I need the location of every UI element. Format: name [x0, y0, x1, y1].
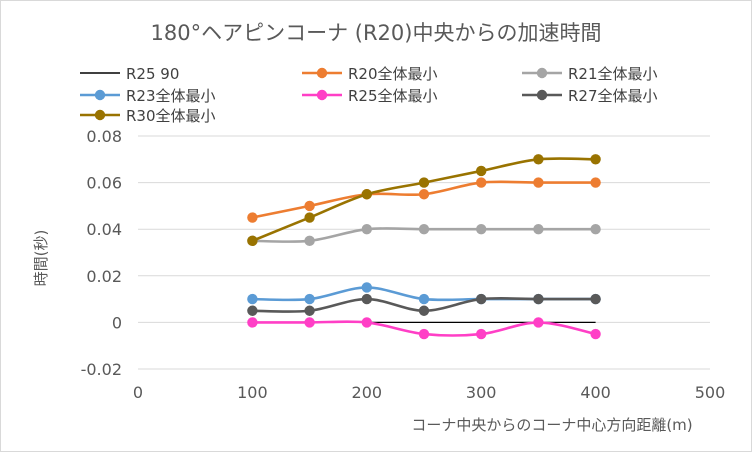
data-point [418, 189, 430, 200]
series-5 [247, 293, 601, 316]
y-tick-label: 0.04 [86, 220, 122, 239]
y-tick-label: 0.06 [86, 174, 122, 193]
legend-item: R21全体最小 [522, 65, 658, 83]
legend-label: R27全体最小 [568, 87, 658, 105]
legend-swatch-marker [536, 89, 548, 101]
legend-swatch-marker [536, 67, 548, 79]
data-point [533, 177, 544, 188]
y-tick-label: -0.02 [81, 360, 122, 379]
legend-label: R20全体最小 [348, 65, 438, 83]
data-point [418, 293, 430, 305]
x-tick-label: 300 [466, 383, 497, 402]
y-tick-label: 0.02 [86, 267, 122, 286]
x-tick-label: 0 [133, 383, 143, 402]
y-axis-title: 時間(秒) [32, 230, 50, 287]
data-point [590, 293, 601, 305]
y-axis-ticks: -0.02 0 0.02 0.04 0.06 0.08 [81, 127, 122, 379]
data-point [418, 328, 430, 340]
data-point [247, 235, 258, 247]
y-tick-label: 0.08 [86, 127, 122, 146]
data-point [304, 305, 315, 316]
legend-swatch-marker [316, 67, 328, 79]
y-tick-label: 0 [112, 313, 122, 332]
x-tick-label: 200 [352, 383, 383, 402]
data-point [418, 177, 430, 188]
data-point [247, 317, 258, 328]
data-point [418, 224, 430, 235]
data-point [476, 293, 487, 305]
data-point [590, 154, 601, 165]
x-tick-label: 100 [237, 383, 268, 402]
series-3 [247, 282, 601, 305]
chart-title: 180°ヘアピンコーナ (R20)中央からの加速時間 [151, 21, 602, 45]
data-point [476, 328, 487, 340]
legend-item: R25全体最小 [302, 87, 438, 105]
data-point [304, 235, 315, 247]
legend: R25 90 R20全体最小 R21全体最小 R23全体最小 R25全体最小 R27全体最… [80, 65, 658, 125]
data-point [533, 154, 544, 165]
data-point [476, 165, 487, 177]
legend-swatch-marker [94, 109, 106, 121]
x-axis-ticks: 0 100 200 300 400 500 [133, 383, 725, 402]
series-4 [247, 317, 601, 340]
data-point [361, 317, 372, 328]
legend-label: R30全体最小 [126, 107, 216, 125]
data-point [304, 200, 315, 212]
data-point [304, 317, 315, 328]
x-tick-label: 500 [695, 383, 726, 402]
data-point [476, 177, 487, 188]
data-point [476, 224, 487, 235]
data-point [247, 212, 258, 223]
data-point [361, 224, 372, 235]
x-tick-label: 400 [580, 383, 611, 402]
legend-label: R25 90 [126, 65, 179, 83]
x-axis-title: コーナ中央からのコーナ中心方向距離(m) [411, 416, 692, 434]
data-point [590, 224, 601, 235]
series-layer [247, 154, 601, 340]
series-2 [247, 224, 601, 247]
data-point [247, 293, 258, 305]
data-point [247, 305, 258, 316]
legend-item: R25 90 [80, 65, 179, 83]
data-point [590, 328, 601, 340]
legend-swatch-marker [316, 89, 328, 101]
legend-item: R23全体最小 [80, 87, 216, 105]
data-point [361, 189, 372, 200]
legend-label: R21全体最小 [568, 65, 658, 83]
legend-item: R27全体最小 [522, 87, 658, 105]
grid-lines [138, 135, 710, 370]
data-point [418, 305, 430, 316]
legend-swatch-marker [94, 89, 106, 101]
data-point [304, 212, 315, 223]
legend-item: R20全体最小 [302, 65, 438, 83]
data-point [533, 293, 544, 305]
data-point [590, 177, 601, 188]
data-point [533, 224, 544, 235]
legend-label: R23全体最小 [126, 87, 216, 105]
data-point [304, 293, 315, 305]
data-point [361, 282, 372, 293]
data-point [361, 293, 372, 305]
legend-label: R25全体最小 [348, 87, 438, 105]
data-point [533, 317, 544, 328]
legend-item: R30全体最小 [80, 107, 216, 125]
series-6 [247, 154, 601, 247]
